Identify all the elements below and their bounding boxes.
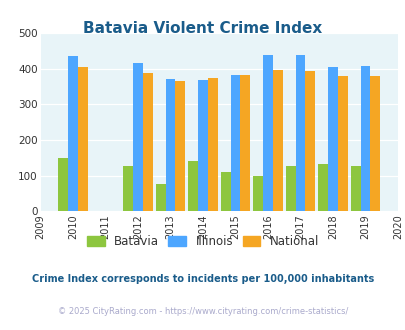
Bar xyxy=(230,75,240,211)
Bar xyxy=(337,76,347,211)
Bar xyxy=(327,67,337,211)
Bar xyxy=(165,79,175,211)
Bar xyxy=(143,73,152,211)
Bar xyxy=(285,166,295,211)
Bar xyxy=(175,81,185,211)
Bar xyxy=(198,80,207,211)
Bar xyxy=(295,55,305,211)
Bar xyxy=(240,75,249,211)
Bar xyxy=(207,78,217,211)
Bar xyxy=(78,67,87,211)
Legend: Batavia, Illinois, National: Batavia, Illinois, National xyxy=(82,230,323,253)
Bar xyxy=(133,63,143,211)
Bar xyxy=(262,55,272,211)
Bar xyxy=(156,184,165,211)
Bar xyxy=(253,176,262,211)
Bar xyxy=(318,164,327,211)
Bar xyxy=(305,71,314,211)
Bar xyxy=(360,66,369,211)
Text: © 2025 CityRating.com - https://www.cityrating.com/crime-statistics/: © 2025 CityRating.com - https://www.city… xyxy=(58,307,347,316)
Text: Crime Index corresponds to incidents per 100,000 inhabitants: Crime Index corresponds to incidents per… xyxy=(32,274,373,284)
Bar xyxy=(123,166,133,211)
Bar xyxy=(220,172,230,211)
Text: Batavia Violent Crime Index: Batavia Violent Crime Index xyxy=(83,21,322,36)
Bar xyxy=(369,76,379,211)
Bar xyxy=(272,70,282,211)
Bar xyxy=(68,56,78,211)
Bar xyxy=(350,166,360,211)
Bar xyxy=(188,161,198,211)
Bar xyxy=(58,158,68,211)
